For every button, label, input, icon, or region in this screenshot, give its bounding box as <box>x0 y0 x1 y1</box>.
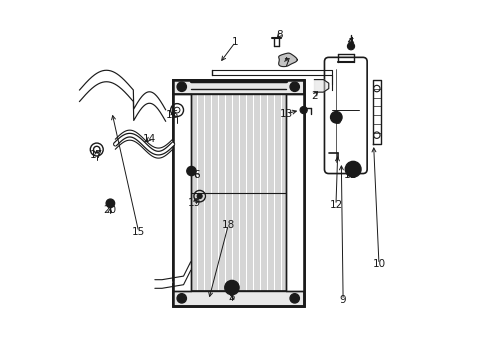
Text: 4: 4 <box>346 37 353 47</box>
Circle shape <box>300 107 306 114</box>
Text: 15: 15 <box>132 227 145 237</box>
Circle shape <box>292 85 296 89</box>
FancyBboxPatch shape <box>324 57 366 174</box>
Text: 2: 2 <box>310 91 317 101</box>
Circle shape <box>289 294 299 303</box>
Circle shape <box>179 85 183 89</box>
Circle shape <box>177 82 186 91</box>
Text: 1: 1 <box>232 37 238 47</box>
Bar <box>172 94 190 291</box>
Circle shape <box>345 161 360 177</box>
Bar <box>172 80 303 306</box>
Bar <box>172 291 303 306</box>
Text: 11: 11 <box>343 170 356 180</box>
Circle shape <box>197 194 202 199</box>
Text: 16: 16 <box>166 111 179 121</box>
Text: 13: 13 <box>280 109 293 119</box>
Circle shape <box>186 166 196 176</box>
Text: 17: 17 <box>90 150 103 160</box>
Polygon shape <box>278 53 297 67</box>
Circle shape <box>224 280 239 295</box>
Text: 12: 12 <box>328 200 342 210</box>
Text: 18: 18 <box>221 220 235 230</box>
Circle shape <box>179 296 183 301</box>
Circle shape <box>289 82 299 91</box>
Bar <box>172 80 303 306</box>
Polygon shape <box>314 80 328 92</box>
Circle shape <box>346 42 354 50</box>
Text: 20: 20 <box>103 206 116 216</box>
Text: 5: 5 <box>228 292 235 302</box>
Text: 14: 14 <box>142 134 156 144</box>
Text: 9: 9 <box>339 295 346 305</box>
Text: 10: 10 <box>372 259 385 269</box>
Circle shape <box>177 294 186 303</box>
Bar <box>285 94 303 291</box>
Text: 8: 8 <box>276 30 283 40</box>
Text: 6: 6 <box>192 170 199 180</box>
Circle shape <box>189 169 193 173</box>
Text: 3: 3 <box>334 116 340 126</box>
Circle shape <box>106 199 115 208</box>
Circle shape <box>330 112 341 123</box>
Text: 7: 7 <box>283 58 289 68</box>
Text: 19: 19 <box>187 198 201 208</box>
Circle shape <box>292 296 296 301</box>
Bar <box>172 80 303 94</box>
